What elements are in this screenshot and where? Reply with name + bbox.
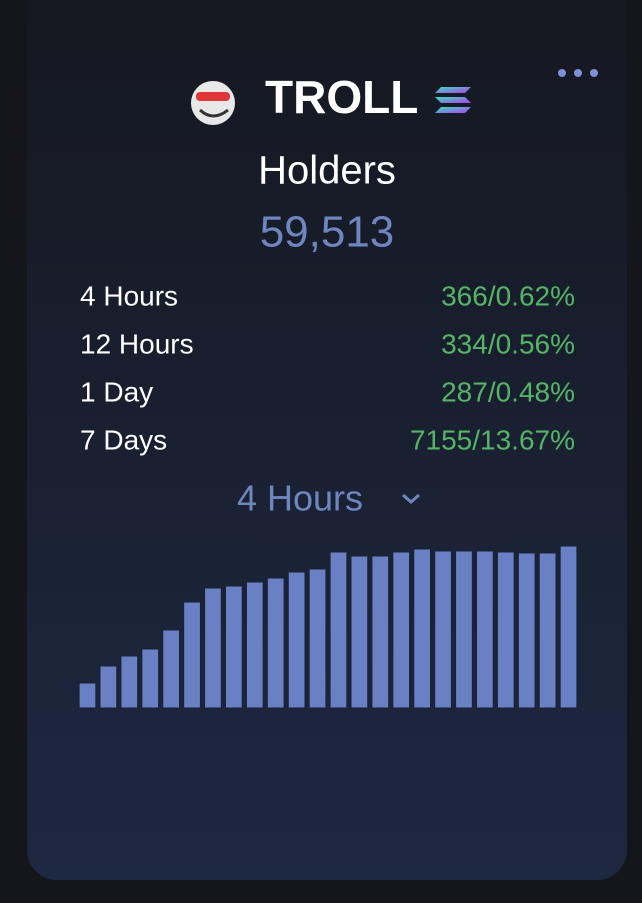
chevron[interactable] <box>402 493 420 504</box>
more-button[interactable] <box>558 69 598 77</box>
bar <box>371 555 390 709</box>
selector-label[interactable]: 4 Hours <box>237 478 363 519</box>
bar <box>434 550 452 709</box>
bar <box>183 601 201 709</box>
bar <box>245 581 264 709</box>
metric-label: Holders <box>258 149 396 193</box>
bar <box>517 552 536 709</box>
bar <box>329 551 348 709</box>
stat-change: 366/0.62% <box>441 280 575 311</box>
token-title: TROLL <box>265 71 418 123</box>
stat-change: 287/0.48% <box>441 376 575 407</box>
stat-period: 7 Days <box>80 424 167 455</box>
bar <box>204 587 222 709</box>
bar <box>141 648 160 709</box>
bar <box>392 551 411 709</box>
metric-value: 59,513 <box>260 208 395 257</box>
stat-change: 7155/13.67% <box>410 424 575 455</box>
bar <box>559 545 578 709</box>
bar <box>350 555 369 709</box>
stat-period: 4 Hours <box>80 280 178 311</box>
period-selector[interactable]: 4 Hours <box>237 478 420 519</box>
bar <box>308 568 327 709</box>
bar <box>120 655 139 709</box>
bar <box>225 585 243 709</box>
bar <box>413 548 431 709</box>
token-icon <box>191 81 235 125</box>
bar <box>162 629 180 709</box>
bar <box>496 551 515 709</box>
bar <box>78 682 97 709</box>
bar <box>287 571 306 709</box>
bar <box>476 550 494 709</box>
bar <box>538 552 557 709</box>
chain-icon <box>435 87 471 113</box>
stats: 4 Hours 366/0.62% 12 Hours 334/0.56% 1 Day 28… <box>80 280 575 455</box>
stat-change: 334/0.56% <box>441 328 575 359</box>
bar <box>99 665 118 709</box>
stat-period: 1 Day <box>80 376 153 407</box>
bar <box>266 577 285 709</box>
bar <box>455 550 473 709</box>
stat-period: 12 Hours <box>80 328 194 359</box>
